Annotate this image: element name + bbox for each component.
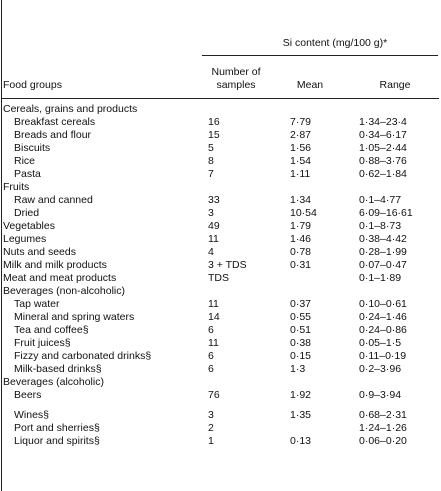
si-content-header: Si content (mg/100 g)* [282, 37, 388, 49]
row-samples: 11 [208, 233, 219, 245]
row-samples: TDS [208, 272, 229, 284]
row-samples: 6 [208, 363, 214, 375]
row-mean: 1·92 [290, 389, 312, 401]
row-label: Fruit juices§ [14, 337, 71, 349]
row-mean: 10·54 [290, 207, 317, 219]
range-header: Range [379, 79, 411, 91]
row-label: Cereals, grains and products [3, 103, 138, 115]
row-label: Wines§ [14, 409, 50, 421]
left-border [1, 0, 2, 491]
row-samples: 49 [208, 220, 220, 232]
row-mean: 0·55 [290, 311, 312, 323]
row-label: Fizzy and carbonated drinks§ [14, 350, 152, 362]
row-samples: 3 [208, 207, 214, 219]
row-range: 0·1–8·73 [359, 220, 402, 232]
row-range: 0·05–1·5 [359, 337, 402, 349]
row-samples: 5 [208, 142, 214, 154]
row-range: 0·07–0·47 [359, 259, 407, 271]
row-range: 0·9–3·94 [359, 389, 402, 401]
row-label: Milk-based drinks§ [14, 363, 102, 375]
row-samples: 4 [208, 246, 214, 258]
row-range: 0·28–1·99 [359, 246, 407, 258]
row-range: 0·06–0·20 [359, 435, 407, 447]
row-mean: 1·34 [290, 194, 312, 206]
mean-header: Mean [296, 79, 324, 91]
samples-header-line2: samples [216, 79, 256, 91]
food-groups-header: Food groups [3, 79, 62, 91]
row-label: Beverages (non-alcoholic) [3, 285, 125, 297]
row-range: 0·62–1·84 [359, 168, 407, 180]
row-label: Dried [14, 207, 40, 219]
row-label: Breads and flour [14, 129, 92, 141]
header-rule [1, 98, 439, 99]
row-range: 6·09–16·61 [359, 207, 413, 219]
row-mean: 7·79 [290, 116, 312, 128]
row-samples: 8 [208, 155, 214, 167]
row-label: Beverages (alcoholic) [3, 376, 104, 388]
row-range: 1·05–2·44 [359, 142, 407, 154]
row-mean: 0·51 [290, 324, 312, 336]
row-mean: 0·38 [290, 337, 312, 349]
row-range: 0·24–1·46 [359, 311, 407, 323]
row-range: 0·2–3·96 [359, 363, 402, 375]
row-range: 0·11–0·19 [359, 350, 407, 362]
header-subrule [202, 55, 438, 56]
row-mean: 0·15 [290, 350, 312, 362]
row-mean: 1·35 [290, 409, 312, 421]
row-range: 0·24–0·86 [359, 324, 407, 336]
row-samples: 1 [208, 435, 214, 447]
row-samples: 7 [208, 168, 214, 180]
row-label: Tea and coffee§ [14, 324, 89, 336]
row-label: Liquor and spirits§ [14, 435, 100, 447]
row-samples: 15 [208, 129, 220, 141]
samples-header-line1: Number of [211, 66, 261, 78]
row-mean: 2·87 [290, 129, 312, 141]
row-label: Raw and canned [14, 194, 93, 206]
row-label: Nuts and seeds [3, 246, 76, 258]
row-samples: 3 [208, 409, 214, 421]
row-label: Port and sherries§ [14, 422, 100, 434]
row-range: 1·24–1·26 [359, 422, 407, 434]
row-samples: 16 [208, 116, 220, 128]
row-label: Pasta [14, 168, 41, 180]
row-range: 0·10–0·61 [359, 298, 407, 310]
row-mean: 0·13 [290, 435, 312, 447]
row-samples: 6 [208, 350, 214, 362]
row-samples: 11 [208, 298, 219, 310]
row-mean: 0·78 [290, 246, 312, 258]
row-label: Legumes [3, 233, 47, 245]
row-range: 0·1–1·89 [359, 272, 402, 284]
row-samples: 6 [208, 324, 214, 336]
row-mean: 0·37 [290, 298, 312, 310]
row-range: 0·38–4·42 [359, 233, 407, 245]
row-range: 0·88–3·76 [359, 155, 407, 167]
row-mean: 1·46 [290, 233, 312, 245]
row-mean: 1·56 [290, 142, 312, 154]
row-samples: 11 [208, 337, 219, 349]
row-mean: 1·3 [290, 363, 306, 375]
row-label: Biscuits [14, 142, 51, 154]
row-samples: 14 [208, 311, 220, 323]
row-label: Tap water [14, 298, 60, 310]
row-range: 0·34–6·17 [359, 129, 407, 141]
row-label: Fruits [3, 181, 30, 193]
row-mean: 0·31 [290, 259, 312, 271]
row-range: 0·68–2·31 [359, 409, 407, 421]
row-mean: 1·79 [290, 220, 312, 232]
row-mean: 1·54 [290, 155, 312, 167]
row-samples: 2 [208, 422, 214, 434]
row-mean: 1·11 [290, 168, 311, 180]
row-label: Beers [14, 389, 42, 401]
row-label: Breakfast cereals [14, 116, 96, 128]
row-range: 0·1–4·77 [359, 194, 402, 206]
row-label: Meat and meat products [3, 272, 117, 284]
row-range: 1·34–23·4 [359, 116, 407, 128]
row-samples: 3 + TDS [208, 259, 247, 271]
row-samples: 76 [208, 389, 220, 401]
row-samples: 33 [208, 194, 220, 206]
row-label: Rice [14, 155, 36, 167]
row-label: Milk and milk products [3, 259, 107, 271]
row-label: Vegetables [3, 220, 55, 232]
row-label: Mineral and spring waters [14, 311, 135, 323]
